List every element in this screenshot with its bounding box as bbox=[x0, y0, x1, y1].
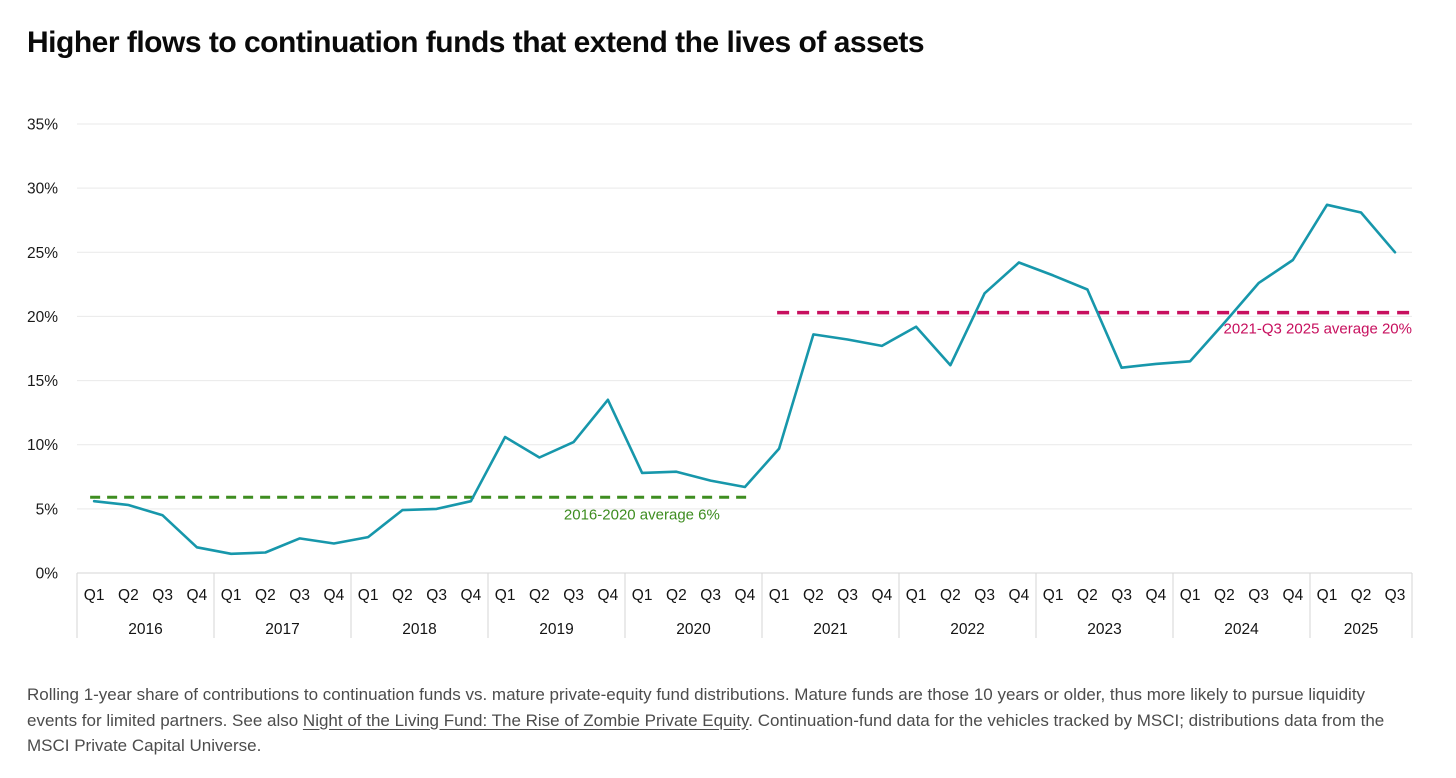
quarter-label: Q3 bbox=[426, 587, 447, 604]
quarter-label: Q2 bbox=[803, 587, 824, 604]
average-line-label: 2016-2020 average 6% bbox=[564, 506, 720, 523]
quarter-label: Q2 bbox=[940, 587, 961, 604]
quarter-label: Q4 bbox=[598, 587, 619, 604]
year-label: 2021 bbox=[813, 621, 847, 638]
quarter-label: Q2 bbox=[1214, 587, 1235, 604]
quarter-label: Q2 bbox=[529, 587, 550, 604]
quarter-label: Q4 bbox=[187, 587, 208, 604]
year-label: 2017 bbox=[265, 621, 299, 638]
chart-title: Higher flows to continuation funds that … bbox=[27, 26, 925, 59]
quarter-label: Q2 bbox=[1077, 587, 1098, 604]
quarter-label: Q4 bbox=[735, 587, 756, 604]
quarter-label: Q2 bbox=[255, 587, 276, 604]
year-label: 2024 bbox=[1224, 621, 1259, 638]
y-axis-tick-label: 15% bbox=[27, 373, 58, 390]
quarter-label: Q1 bbox=[358, 587, 379, 604]
year-label: 2020 bbox=[676, 621, 711, 638]
quarter-label: Q1 bbox=[84, 587, 105, 604]
quarter-label: Q1 bbox=[769, 587, 790, 604]
footnote: Rolling 1-year share of contributions to… bbox=[27, 682, 1419, 759]
quarter-label: Q1 bbox=[1043, 587, 1064, 604]
y-axis-tick-label: 5% bbox=[36, 501, 59, 518]
footnote-text-before: Rolling 1-year share of contributions to… bbox=[27, 685, 1366, 730]
series-line bbox=[92, 203, 1397, 556]
year-label: 2019 bbox=[539, 621, 573, 638]
y-axis-tick-label: 30% bbox=[27, 181, 58, 198]
y-axis-tick-label: 0% bbox=[36, 566, 59, 583]
year-label: 2023 bbox=[1087, 621, 1121, 638]
quarter-label: Q4 bbox=[1283, 587, 1304, 604]
quarter-label: Q1 bbox=[632, 587, 653, 604]
quarter-label: Q2 bbox=[666, 587, 687, 604]
quarter-label: Q1 bbox=[1180, 587, 1201, 604]
quarter-label: Q4 bbox=[324, 587, 345, 604]
year-label: 2022 bbox=[950, 621, 984, 638]
quarter-label: Q3 bbox=[1111, 587, 1132, 604]
quarter-label: Q4 bbox=[1146, 587, 1167, 604]
footnote-link[interactable]: Night of the Living Fund: The Rise of Zo… bbox=[302, 710, 749, 730]
quarter-label: Q3 bbox=[974, 587, 995, 604]
quarter-label: Q4 bbox=[1009, 587, 1030, 604]
quarter-label: Q3 bbox=[152, 587, 173, 604]
quarter-label: Q2 bbox=[118, 587, 139, 604]
year-label: 2025 bbox=[1344, 621, 1378, 638]
quarter-label: Q4 bbox=[872, 587, 893, 604]
quarter-label: Q2 bbox=[392, 587, 413, 604]
quarter-label: Q3 bbox=[837, 587, 858, 604]
quarter-label: Q1 bbox=[906, 587, 927, 604]
y-axis-tick-label: 35% bbox=[27, 117, 58, 134]
quarter-label: Q1 bbox=[221, 587, 242, 604]
footnote-text-after: . Continuation-fund data for the vehicle… bbox=[27, 710, 1385, 756]
y-axis-tick-label: 20% bbox=[27, 309, 58, 326]
year-label: 2018 bbox=[402, 621, 436, 638]
quarter-label: Q3 bbox=[700, 587, 721, 604]
year-label: 2016 bbox=[128, 621, 162, 638]
quarter-label: Q3 bbox=[289, 587, 310, 604]
quarter-label: Q3 bbox=[563, 587, 584, 604]
quarter-label: Q3 bbox=[1248, 587, 1269, 604]
quarter-label: Q3 bbox=[1385, 587, 1406, 604]
average-line-label: 2021-Q3 2025 average 20% bbox=[1224, 321, 1412, 338]
quarter-label: Q4 bbox=[461, 587, 482, 604]
quarter-label: Q2 bbox=[1351, 587, 1372, 604]
quarter-label: Q1 bbox=[1317, 587, 1338, 604]
y-axis-tick-label: 25% bbox=[27, 245, 58, 262]
quarter-label: Q1 bbox=[495, 587, 516, 604]
y-axis-tick-label: 10% bbox=[27, 437, 58, 454]
